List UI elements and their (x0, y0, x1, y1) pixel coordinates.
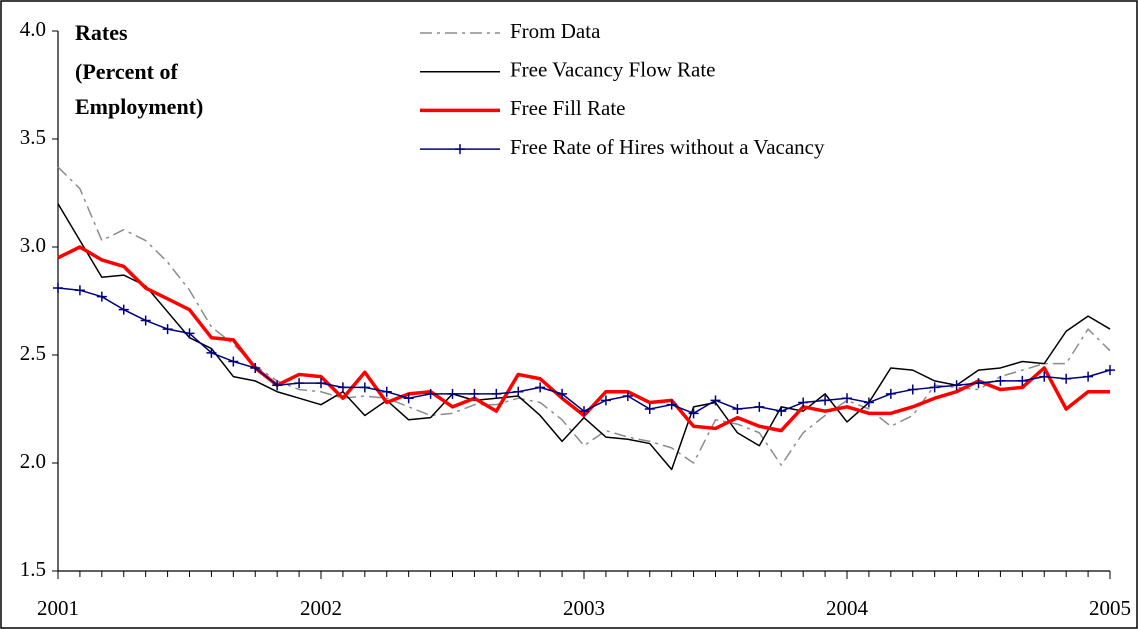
y-tick-label: 4.0 (20, 17, 46, 41)
point-marker (842, 393, 852, 404)
point-marker (228, 356, 239, 367)
point-marker (1083, 371, 1094, 382)
point-marker (666, 399, 677, 410)
y-tick-label: 3.5 (20, 125, 46, 149)
point-marker (885, 388, 896, 399)
point-marker (53, 283, 63, 294)
chart-title: Employment) (75, 94, 203, 119)
point-marker (820, 395, 831, 406)
point-marker (96, 291, 107, 302)
legend-marker (455, 144, 465, 155)
point-marker (929, 382, 940, 393)
point-marker (798, 397, 809, 408)
point-marker (622, 391, 633, 402)
x-tick-label: 2002 (300, 596, 342, 620)
point-marker (162, 324, 173, 335)
point-marker (140, 315, 151, 326)
point-marker (359, 382, 370, 393)
point-marker (513, 386, 524, 397)
point-marker (710, 395, 721, 406)
point-marker (425, 388, 436, 399)
point-marker (272, 380, 283, 391)
series-line (57, 203, 1111, 471)
chart-title: (Percent of (75, 59, 178, 84)
x-tick-label: 2004 (826, 596, 869, 620)
point-marker (250, 362, 261, 373)
y-tick-label: 2.5 (20, 341, 46, 365)
point-marker (907, 384, 918, 395)
point-marker (1017, 375, 1028, 386)
point-marker (1039, 371, 1050, 382)
x-tick-label: 2001 (37, 596, 79, 620)
point-marker (688, 408, 699, 419)
point-marker (491, 388, 502, 399)
point-marker (863, 397, 874, 408)
point-marker (995, 375, 1006, 386)
legend-label: Free Rate of Hires without a Vacancy (510, 135, 825, 159)
point-marker (1061, 373, 1072, 384)
legend-label: Free Fill Rate (510, 96, 625, 120)
point-marker (600, 395, 611, 406)
legend-label: Free Vacancy Flow Rate (510, 58, 715, 82)
x-tick-label: 2003 (563, 596, 605, 620)
point-marker (447, 388, 458, 399)
point-marker (973, 378, 984, 389)
y-tick-label: 3.0 (20, 233, 46, 257)
point-marker (535, 382, 546, 393)
point-marker (1105, 365, 1115, 376)
point-marker (754, 401, 765, 412)
x-tick-label: 2005 (1089, 596, 1131, 620)
point-marker (206, 347, 217, 358)
y-tick-label: 2.0 (20, 449, 46, 473)
point-marker (469, 388, 480, 399)
legend-label: From Data (510, 19, 601, 43)
point-marker (337, 382, 348, 393)
point-marker (184, 328, 195, 339)
point-marker (644, 404, 655, 414)
point-marker (557, 388, 568, 399)
point-marker (118, 304, 129, 315)
point-marker (579, 406, 589, 417)
point-marker (381, 386, 392, 397)
y-tick-label: 1.5 (20, 557, 46, 581)
point-marker (403, 393, 414, 404)
point-marker (74, 285, 85, 296)
chart-title: Rates (75, 20, 128, 45)
point-marker (951, 380, 962, 391)
point-marker (294, 378, 305, 389)
point-marker (732, 404, 743, 414)
point-marker (316, 378, 326, 389)
point-marker (776, 406, 787, 417)
